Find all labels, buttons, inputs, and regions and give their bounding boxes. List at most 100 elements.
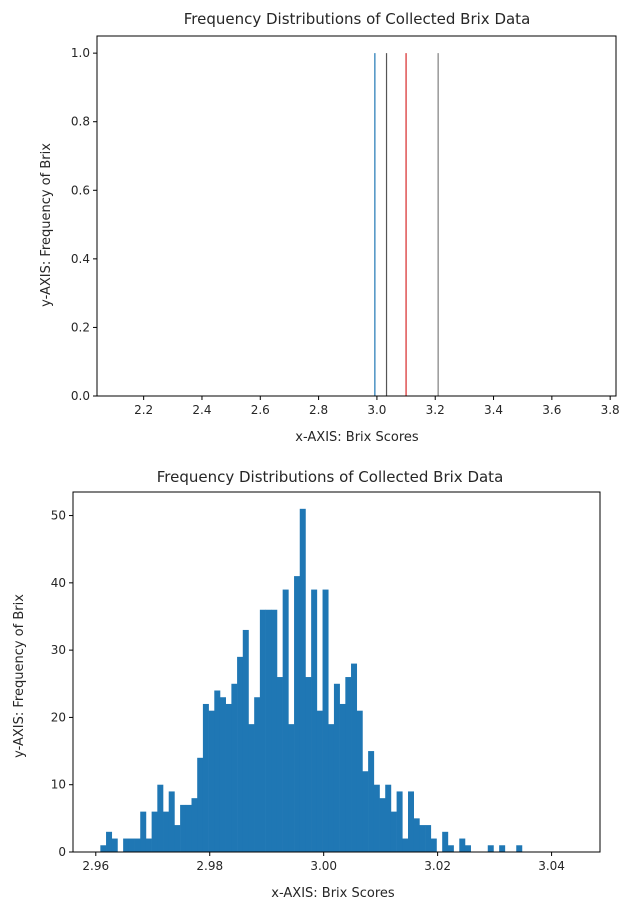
y-tick-label: 50 [51,509,66,523]
y-tick-label: 0.0 [71,389,90,403]
histogram-bar [413,818,420,852]
x-tick-label: 3.8 [601,403,620,417]
histogram-bar [442,831,449,852]
histogram-bar [459,838,466,852]
chart-1-frame [96,35,617,397]
x-tick-label: 2.98 [196,859,223,873]
chart-2-ticks: 2.96 2.98 3.00 3.02 3.04 0 10 20 30 40 50 [51,509,565,873]
histogram-bar [191,798,198,852]
histogram-bar [276,677,283,852]
y-tick-label: 40 [51,576,66,590]
histogram-bar [214,690,221,852]
histogram-bar [185,804,192,852]
chart-2-xlabel: x-AXIS: Brix Scores [271,886,395,901]
histogram-bar [242,629,249,852]
histogram-bar [447,845,454,852]
histogram-bar [265,609,272,852]
histogram-bar [487,845,494,852]
histogram-bar [100,845,107,852]
histogram-bar [202,703,209,852]
chart-2-ylabel: y-AXIS: Frequency of Brix [12,594,27,758]
histogram-bar [402,838,409,852]
histogram-bar [305,677,312,852]
y-tick-label: 1.0 [71,46,90,60]
histogram-bar [368,751,375,852]
chart-1-ylabel: y-AXIS: Frequency of Brix [39,143,54,307]
x-tick-label: 2.4 [192,403,211,417]
chart-1-marks [374,53,439,396]
chart-2: Frequency Distributions of Collected Bri… [12,468,601,901]
histogram-bar [322,589,329,852]
histogram-bar [282,589,289,852]
histogram-bar [151,811,158,852]
histogram-bar [174,825,181,852]
histogram-bar [231,683,238,852]
x-tick-label: 2.6 [251,403,270,417]
histogram-bar [271,609,278,852]
x-tick-label: 2.2 [134,403,153,417]
x-tick-label: 3.00 [310,859,337,873]
histogram-bar [339,703,346,852]
histogram-bar [385,784,392,852]
x-tick-label: 3.2 [426,403,445,417]
x-tick-label: 3.04 [538,859,565,873]
histogram-bar [140,811,147,852]
histogram-bar [248,724,255,852]
histogram-bar [259,609,266,852]
histogram-bar [134,838,141,852]
histogram-bar [106,831,113,852]
chart-1-title: Frequency Distributions of Collected Bri… [184,10,531,28]
histogram-bar [345,677,352,852]
histogram-bar [168,791,175,852]
histogram-bar [254,697,261,852]
histogram-bar [425,825,432,852]
histogram-bar [396,791,403,852]
y-tick-label: 0.4 [71,252,90,266]
y-tick-label: 0.8 [71,115,90,129]
y-tick-label: 30 [51,643,66,657]
histogram-bar [225,703,232,852]
histogram-bar [237,656,244,852]
histogram-bar [111,838,118,852]
histogram-bar [328,724,335,852]
histogram-bar [333,683,340,852]
histogram-bar [157,784,164,852]
histogram-bar [163,811,170,852]
y-tick-label: 0.6 [71,183,90,197]
chart-1: Frequency Distributions of Collected Bri… [39,10,620,445]
histogram-bar [408,791,414,852]
histogram-bar [351,663,358,852]
x-tick-label: 2.8 [309,403,328,417]
histogram-bar [379,798,386,852]
histogram-bar [128,838,135,852]
y-tick-label: 0 [58,845,66,859]
histogram-bar [430,838,437,852]
histogram-bar [356,710,363,852]
histogram-bar [316,710,323,852]
chart-2-bars [100,508,523,852]
x-tick-label: 3.0 [367,403,386,417]
chart-2-frame [72,491,601,853]
chart-1-xlabel: x-AXIS: Brix Scores [295,430,419,445]
histogram-bar [197,757,204,852]
histogram-bar [145,838,152,852]
histogram-bar [390,811,397,852]
histogram-bar [516,845,523,852]
histogram-bar [311,589,318,852]
y-tick-label: 20 [51,710,66,724]
histogram-bar [123,838,130,852]
histogram-bar [419,825,426,852]
x-tick-label: 2.96 [82,859,109,873]
y-tick-label: 0.2 [71,320,90,334]
histogram-bar [288,724,295,852]
chart-1-ticks: 2.2 2.4 2.6 2.8 3.0 3.2 3.4 3.6 3.8 0.0 0.2 0.4 0.6 0… [71,46,620,417]
histogram-bar [373,784,380,852]
histogram-bar [499,845,506,852]
y-tick-label: 10 [51,778,66,792]
histogram-bar [180,804,187,852]
histogram-bar [362,771,369,852]
histogram-bar [464,845,471,852]
histogram-bar [219,697,226,852]
x-tick-label: 3.4 [484,403,503,417]
